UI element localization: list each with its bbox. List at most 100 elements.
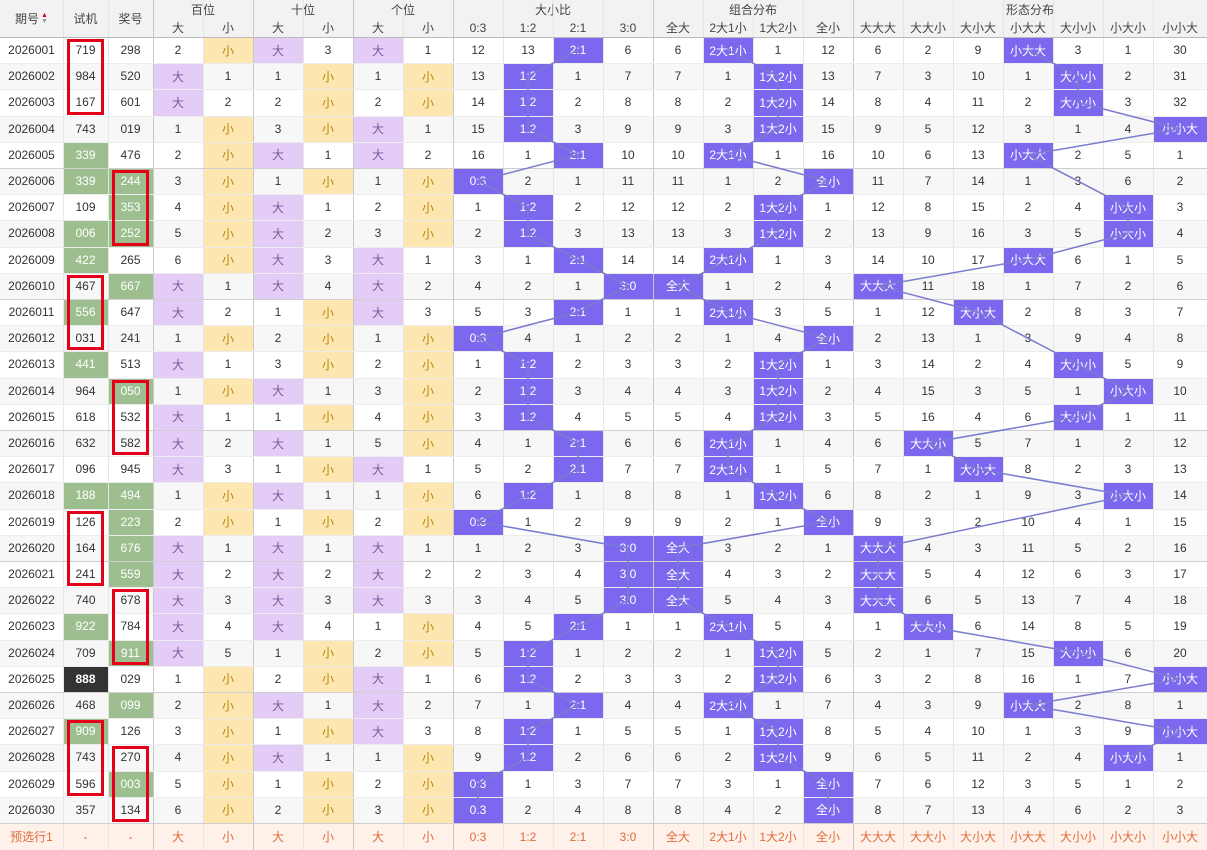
position-cell: 3: [224, 462, 232, 477]
miss-count-cell: 7: [1074, 278, 1082, 293]
position-cell: 1: [374, 750, 382, 765]
preselect-option[interactable]: 小: [303, 823, 353, 850]
preselect-option[interactable]: 全小: [803, 823, 853, 850]
miss-count-cell: 5: [474, 305, 482, 320]
preselect-option[interactable]: 大: [353, 823, 403, 850]
miss-count-cell: 5: [774, 619, 782, 634]
test-number-cell: 441: [63, 351, 108, 378]
award-number-cell: 019: [120, 121, 141, 136]
miss-count-cell: 3: [924, 698, 932, 713]
miss-count-cell: 3: [624, 357, 632, 372]
position-cell: 小: [303, 63, 353, 90]
miss-count-cell: 9: [974, 698, 982, 713]
miss-count-cell: 4: [724, 409, 732, 424]
miss-count-cell: 5: [824, 462, 832, 477]
grid-line: [0, 534, 1207, 536]
miss-count-cell: 7: [874, 776, 882, 791]
preselect-option[interactable]: 小: [403, 823, 453, 850]
position-cell: 小: [203, 718, 253, 745]
preselect-option[interactable]: 小大小: [1103, 823, 1153, 850]
miss-count-cell: 1: [1074, 436, 1082, 451]
hit-cell: 1大2小: [753, 403, 803, 430]
miss-count-cell: 1: [774, 147, 782, 162]
miss-count-cell: 1: [524, 147, 532, 162]
period-cell: 2026022: [8, 593, 55, 608]
preselect-option[interactable]: 1:2: [503, 823, 553, 850]
position-cell: 1: [224, 409, 232, 424]
preselect-option[interactable]: 大小大: [953, 823, 1003, 850]
preselect-option[interactable]: 2大1小: [703, 823, 753, 850]
hit-cell: 0:3: [453, 770, 503, 797]
preselect-option[interactable]: 大大小: [903, 823, 953, 850]
miss-count-cell: 3: [1024, 331, 1032, 346]
miss-count-cell: 2: [874, 645, 882, 660]
miss-count-cell: 4: [724, 802, 732, 817]
award-number-cell: 099: [108, 692, 153, 719]
position-cell: 1: [274, 305, 282, 320]
preselect-option[interactable]: 大大大: [853, 823, 903, 850]
preselect-option[interactable]: 3:0: [603, 823, 653, 850]
miss-count-cell: 14: [671, 252, 685, 267]
miss-count-cell: 3: [474, 593, 482, 608]
sub-header: 小: [303, 18, 353, 37]
preselect-option[interactable]: 0:3: [453, 823, 503, 850]
miss-count-cell: 7: [474, 698, 482, 713]
preselect-option[interactable]: 大: [253, 823, 303, 850]
miss-count-cell: 4: [1074, 750, 1082, 765]
miss-count-cell: 16: [1173, 540, 1187, 555]
position-cell: 小: [403, 796, 453, 823]
miss-count-cell: 12: [821, 43, 835, 58]
grid-line: [303, 0, 304, 850]
hit-cell: 小大大: [1003, 141, 1053, 168]
position-cell: 1: [174, 331, 182, 346]
miss-count-cell: 2: [824, 226, 832, 241]
preselect-label[interactable]: 预选行1: [0, 823, 63, 850]
position-cell: 小: [403, 377, 453, 404]
miss-count-cell: 13: [1173, 462, 1187, 477]
period-cell: 2026001: [8, 43, 55, 58]
preselect-option[interactable]: 小: [203, 823, 253, 850]
miss-count-cell: 12: [1173, 436, 1187, 451]
position-cell: 小: [403, 613, 453, 640]
award-number-cell: 601: [120, 95, 141, 110]
award-number-cell: 265: [120, 252, 141, 267]
miss-count-cell: 4: [624, 383, 632, 398]
miss-count-cell: 11: [971, 750, 985, 765]
miss-count-cell: 10: [621, 147, 635, 162]
column-header-period[interactable]: 期号 ▲ ▼: [0, 0, 63, 37]
miss-count-cell: 12: [871, 200, 885, 215]
sort-icon[interactable]: ▲ ▼: [41, 11, 48, 25]
preselect-option[interactable]: 小小大: [1153, 823, 1207, 850]
miss-count-cell: 10: [1173, 383, 1187, 398]
preselect-option[interactable]: 1大2小: [753, 823, 803, 850]
test-number-cell: 109: [75, 200, 96, 215]
position-cell: 2: [424, 147, 432, 162]
preselect-option[interactable]: 小大大: [1003, 823, 1053, 850]
column-header-prize: 奖号: [108, 0, 153, 37]
preselect-option[interactable]: 大: [153, 823, 203, 850]
miss-count-cell: 1: [524, 776, 532, 791]
miss-count-cell: 2: [574, 750, 582, 765]
hit-cell: 全小: [803, 168, 853, 195]
preselect-option[interactable]: 2:1: [553, 823, 603, 850]
test-number-cell: 618: [75, 409, 96, 424]
grid-line: [0, 587, 1207, 589]
miss-count-cell: 3: [824, 409, 832, 424]
period-cell: 2026007: [8, 200, 55, 215]
position-cell: 3: [374, 802, 382, 817]
position-cell: 大: [153, 299, 203, 326]
miss-count-cell: 3: [1024, 776, 1032, 791]
position-cell: 1: [324, 147, 332, 162]
miss-count-cell: 3: [1176, 200, 1184, 215]
miss-count-cell: 7: [1176, 305, 1184, 320]
miss-count-cell: 2: [924, 43, 932, 58]
grid-line: [0, 220, 1207, 222]
position-cell: 大: [353, 587, 403, 614]
period-cell: 2026018: [8, 488, 55, 503]
sub-header: 大大小: [903, 18, 953, 37]
position-cell: 大: [253, 246, 303, 273]
preselect-option[interactable]: 大小小: [1053, 823, 1103, 850]
miss-count-cell: 5: [574, 593, 582, 608]
miss-count-cell: 6: [874, 750, 882, 765]
preselect-option[interactable]: 全大: [653, 823, 703, 850]
